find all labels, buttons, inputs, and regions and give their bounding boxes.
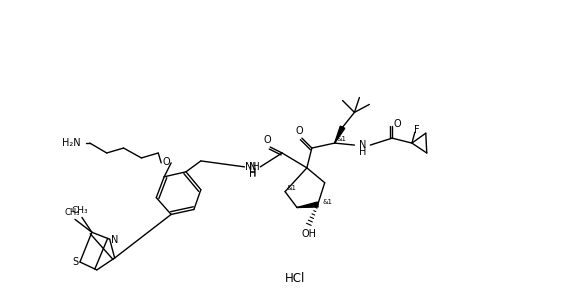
Text: N: N [249, 162, 256, 172]
Text: NH: NH [245, 162, 260, 172]
Text: F: F [414, 125, 420, 135]
Text: S: S [72, 257, 78, 267]
Text: CH₃: CH₃ [72, 206, 88, 215]
Text: HCl: HCl [285, 272, 305, 285]
Text: H: H [359, 147, 366, 157]
Text: O: O [393, 119, 401, 129]
Text: &1: &1 [336, 136, 346, 142]
Polygon shape [297, 202, 318, 207]
Text: O: O [264, 135, 271, 145]
Text: H₂N: H₂N [62, 138, 81, 148]
Text: H: H [249, 168, 256, 178]
Text: OH: OH [301, 229, 316, 239]
Text: N: N [111, 235, 119, 245]
Text: H: H [249, 169, 256, 179]
Polygon shape [335, 126, 345, 143]
Text: &1: &1 [323, 199, 333, 205]
Text: N: N [359, 140, 366, 150]
Text: CH₃: CH₃ [65, 208, 80, 217]
Text: O: O [295, 126, 303, 136]
Text: &1: &1 [286, 185, 296, 191]
Text: O: O [163, 157, 170, 167]
